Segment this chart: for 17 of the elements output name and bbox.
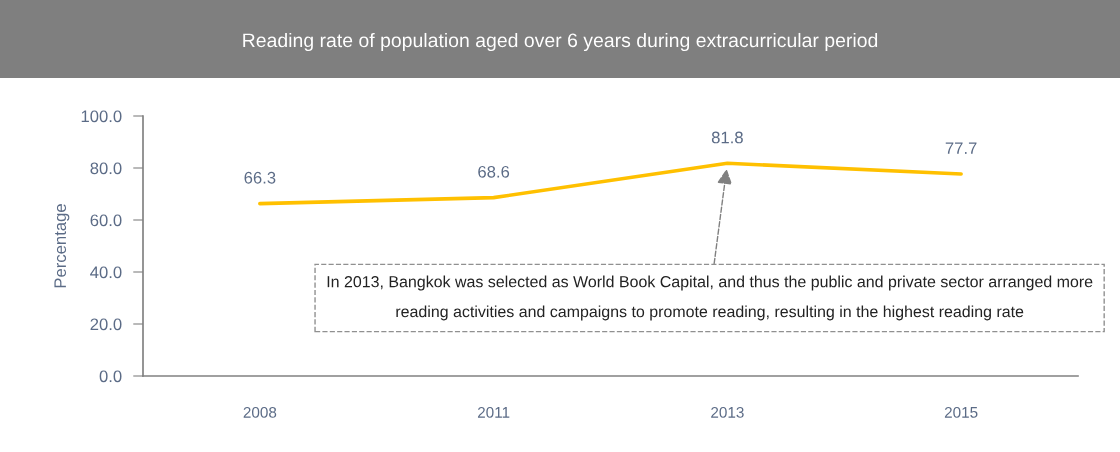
chart-title: Reading rate of population aged over 6 years during extracurricular period <box>243 32 878 52</box>
x-tick-label: 2015 <box>944 406 978 418</box>
data-label: 68.6 <box>478 165 510 178</box>
x-tick-label: 2008 <box>243 406 277 418</box>
data-label: 81.8 <box>711 131 743 144</box>
annotation: In 2013, Bangkok was selected as World Book Capital, and thus the public and private sector arranged more reading activities and campaigns to promote reading, resulting in the highest reading rate <box>327 275 1093 321</box>
y-tick-label: 20.0 <box>90 318 122 331</box>
y-tick-label: 60.0 <box>90 214 122 227</box>
x-tick-label: 2013 <box>711 406 744 418</box>
data-label: 66.3 <box>244 171 276 184</box>
y-axis-title: Percentage <box>54 204 70 288</box>
y-tick-label: 0.0 <box>99 370 122 383</box>
y-tick-label: 80.0 <box>90 162 122 175</box>
y-tick-label: 100.0 <box>81 110 122 123</box>
data-label: 77.7 <box>945 142 977 154</box>
y-tick-label: 40.0 <box>90 266 122 279</box>
x-tick-label: 2011 <box>477 406 510 418</box>
